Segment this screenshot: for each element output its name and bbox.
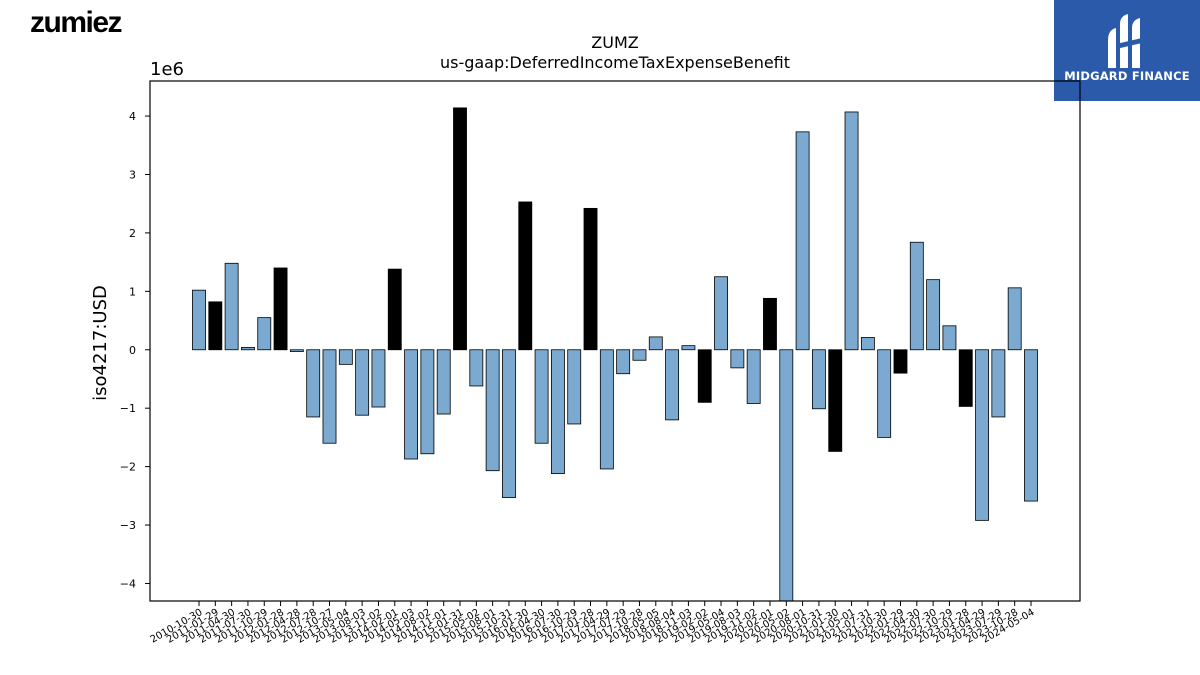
bar — [795, 131, 810, 351]
y-tick-label: −3 — [120, 519, 136, 532]
bar — [518, 201, 533, 351]
bar — [322, 349, 337, 444]
bar — [942, 325, 957, 351]
bar — [550, 349, 565, 475]
midgard-emblem-icon — [1108, 14, 1142, 68]
bars-layer — [192, 107, 1038, 602]
bar — [844, 111, 859, 351]
y-tick-label: −2 — [120, 461, 136, 474]
bar — [909, 241, 924, 351]
chart-subtitle: us-gaap:DeferredIncomeTaxExpenseBenefit — [440, 53, 790, 72]
bar — [779, 349, 794, 602]
bar — [665, 349, 680, 421]
bar — [1007, 287, 1022, 351]
bar — [681, 345, 696, 351]
bar — [567, 349, 582, 425]
bar — [469, 349, 484, 387]
bar — [648, 336, 663, 351]
bar — [812, 349, 826, 410]
bar — [616, 349, 631, 375]
bar — [763, 297, 777, 351]
bar — [257, 317, 272, 351]
bar — [387, 268, 402, 351]
bar — [224, 262, 239, 351]
y-tick-label: −4 — [120, 577, 136, 590]
y-tick-label: 0 — [129, 344, 136, 357]
bar — [485, 349, 500, 472]
midgard-finance-logo: MIDGARD FINANCE — [1054, 0, 1200, 101]
x-ticks-layer: 2010-10-302011-01-292011-04-302011-07-30… — [149, 601, 1037, 646]
bar — [453, 107, 467, 351]
bar — [893, 349, 908, 374]
bar — [583, 207, 598, 351]
bar — [926, 279, 941, 351]
y-scale-label: 1e6 — [150, 59, 184, 80]
y-tick-label: 1 — [129, 285, 136, 298]
bar — [599, 349, 614, 470]
bar — [730, 349, 745, 369]
bar — [371, 349, 386, 408]
plot-frame — [149, 80, 1081, 602]
y-tick-label: 2 — [129, 227, 136, 240]
bar — [697, 349, 712, 403]
y-tick-label: −1 — [120, 402, 136, 415]
bar — [714, 276, 728, 351]
bar — [289, 349, 304, 352]
bar — [828, 349, 843, 452]
midgard-finance-wordmark: MIDGARD FINANCE — [1064, 69, 1190, 83]
y-tick-label: 3 — [129, 168, 136, 181]
bar — [404, 349, 418, 460]
bar — [632, 349, 647, 361]
bar — [534, 349, 549, 444]
zumiez-logo: zumiez — [30, 6, 123, 39]
bar — [975, 349, 989, 521]
bar — [306, 349, 321, 418]
bar — [338, 349, 353, 365]
bar — [241, 347, 255, 351]
chart-title: ZUMZ — [591, 33, 638, 52]
bar — [860, 337, 875, 351]
bar — [420, 349, 435, 455]
bar — [991, 349, 1006, 418]
y-ticks-layer: −4 −3 −2 −1 0 1 2 3 4 — [120, 110, 150, 590]
bar — [355, 349, 370, 416]
bar — [436, 349, 451, 415]
bar — [273, 267, 288, 351]
bar — [746, 349, 761, 404]
bar — [1024, 349, 1038, 502]
y-axis-label: iso4217:USD — [90, 285, 111, 401]
bar — [208, 301, 223, 351]
bar — [958, 349, 973, 407]
bar — [877, 349, 892, 438]
bar — [502, 349, 516, 498]
bar — [192, 289, 206, 351]
y-tick-label: 4 — [129, 110, 136, 123]
